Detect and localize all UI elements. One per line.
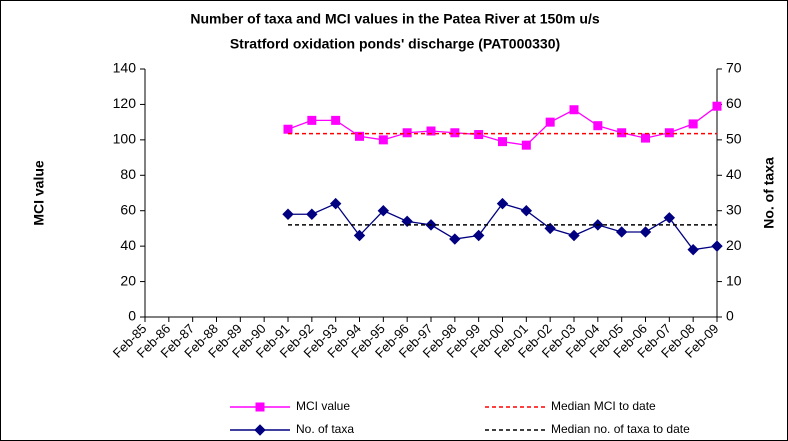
data-point (617, 128, 627, 138)
y2-tick-label: 50 (726, 131, 742, 147)
data-point (641, 133, 650, 143)
y-tick-label: 120 (113, 95, 137, 111)
data-point (426, 126, 436, 136)
data-point (520, 205, 533, 217)
y-axis-title: MCI value (31, 160, 47, 226)
data-point (498, 137, 507, 147)
y2-tick-label: 70 (726, 60, 742, 76)
data-point (355, 131, 364, 141)
legend-label: MCI value (296, 399, 350, 413)
y2-tick-label: 30 (726, 201, 742, 217)
y-tick-label: 20 (120, 272, 136, 288)
data-point (545, 117, 555, 127)
data-point (664, 128, 674, 138)
data-point (639, 226, 652, 238)
data-point (474, 130, 484, 140)
data-point (449, 233, 461, 245)
data-point (568, 229, 580, 242)
data-point (687, 243, 699, 256)
legend-label: Median MCI to date (551, 399, 656, 413)
data-point (450, 128, 460, 138)
y2-axis-title: No. of taxa (761, 157, 777, 229)
y2-tick-label: 10 (726, 272, 742, 288)
data-point (402, 128, 412, 138)
data-point (353, 229, 366, 242)
y2-tick-label: 20 (726, 237, 742, 253)
data-point (282, 208, 294, 220)
data-point (401, 215, 413, 228)
y-tick-label: 80 (120, 166, 136, 182)
data-point (329, 197, 342, 210)
chart-subtitle: Stratford oxidation ponds' discharge (PA… (230, 36, 560, 52)
legend-marker (255, 402, 265, 412)
data-point (306, 208, 318, 220)
y2-tick-label: 40 (726, 166, 742, 182)
data-point (544, 222, 556, 235)
data-point (712, 101, 722, 111)
y-tick-label: 40 (120, 237, 136, 253)
y-tick-label: 140 (113, 60, 137, 76)
y2-tick-label: 60 (726, 95, 742, 111)
data-point (496, 197, 509, 210)
y-tick-label: 0 (128, 308, 136, 324)
legend-marker (254, 424, 266, 436)
data-point (615, 226, 628, 238)
data-point (688, 119, 698, 129)
data-point (711, 240, 723, 252)
data-point (472, 229, 485, 242)
data-point (283, 124, 293, 134)
data-point (593, 121, 603, 131)
y-tick-label: 60 (120, 201, 136, 217)
data-point (663, 212, 676, 224)
data-point (331, 115, 341, 125)
legend-label: Median no. of taxa to date (551, 422, 690, 436)
data-point (521, 140, 531, 150)
data-point (378, 135, 388, 145)
data-point (307, 115, 317, 125)
data-point (569, 105, 579, 115)
y-tick-label: 100 (113, 131, 137, 147)
legend-label: No. of taxa (296, 422, 354, 436)
data-point (377, 205, 390, 217)
y2-tick-label: 0 (726, 308, 734, 324)
chart-title: Number of taxa and MCI values in the Pat… (190, 11, 599, 27)
